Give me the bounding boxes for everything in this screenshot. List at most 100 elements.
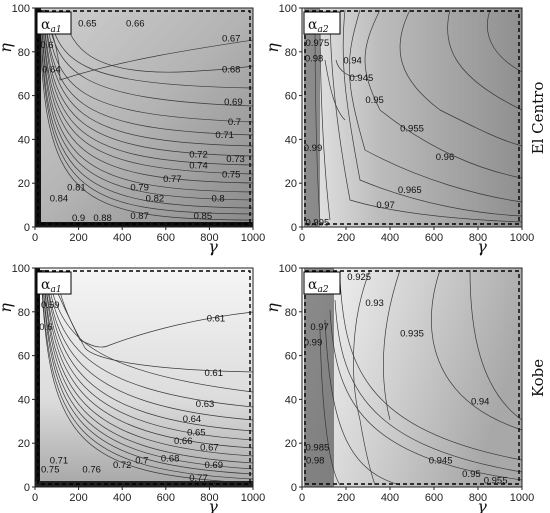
contour-lines [40,269,254,484]
dashed-frame [37,270,251,485]
contour-label: 0.76 [82,464,101,475]
x-tick-label: 0 [299,492,305,504]
dashed-frame [304,270,520,485]
contour-label: 0.67 [222,34,241,45]
alpha-sub: a1 [50,25,61,35]
contour-label: 0.69 [224,97,243,108]
contour-label: 0.88 [93,213,112,224]
x-axis-label: γ [208,237,218,256]
x-tick-label: 200 [69,232,87,244]
contour-label: 0.75 [222,169,241,180]
y-tick-label: 80 [18,307,30,319]
y-tick-label: 80 [285,307,297,319]
contour-label: 0.935 [400,329,424,340]
alpha-label-box: αa2 [303,11,341,35]
contour-label: 0.97 [310,322,329,333]
y-tick-label: 40 [285,394,297,406]
dark-band [304,8,320,227]
panel-frame [301,267,523,488]
svg-text:αa2: αa2 [308,17,329,35]
contour-label: 0.63 [196,399,215,410]
contour-label: 0.72 [189,150,208,161]
contour-label: 0.72 [113,460,132,471]
x-tick-label: 400 [381,232,399,244]
dashed-frame [304,10,520,225]
y-tick-label: 80 [18,47,30,59]
y-tick-label: 0 [291,222,297,234]
contour-label: 0.95 [365,95,384,106]
alpha-label-box: αa1 [36,11,72,35]
y-tick-label: 100 [12,3,30,15]
contour-label: 0.61 [205,368,224,379]
x-tick-label: 1000 [241,232,265,244]
contour-label: 0.945 [429,456,453,467]
x-axis-label: γ [477,497,487,513]
panel-top-right: αa2 0.975 0.98 0.94 0.945 0.95 0.955 0.99 0.96 0… [263,3,534,256]
contour-label: 0.7 [228,117,241,128]
panel-top-left: αa1 0.65 0.66 0.6 0.64 0.67 0.68 0.69 0.7 0.71 0.… [0,3,265,256]
x-tick-label: 0 [299,232,305,244]
y-tick-label: 100 [12,263,30,275]
panel-bottom-left: αa1 0.59 0.6 0.61 0.61 0.63 0.64 0.650.66 0.67 0… [0,263,265,513]
contour-label: 0.59 [41,300,60,311]
x-tick-label: 400 [113,232,131,244]
dark-edge-bottom [35,222,253,227]
contour-label: 0.77 [163,174,182,185]
contour-label: 0.99 [304,337,323,348]
alpha-label-box: αa2 [303,271,341,295]
x-tick-label: 200 [337,492,355,504]
alpha-main: α [308,17,318,33]
x-tick-label: 600 [425,232,443,244]
contour-label: 0.75 [41,464,60,475]
contour-label: 0.68 [161,454,180,465]
contour-label: 0.955 [484,475,508,486]
panel-frame [301,7,523,228]
contour-label: 0.95 [462,469,481,480]
contour-label: 0.97 [376,200,395,211]
y-tick-label: 20 [285,438,297,450]
contour-label: 0.67 [200,443,219,454]
contour-label: 0.6 [40,40,53,51]
contour-label: 0.925 [347,272,371,283]
plot-area [302,268,522,487]
contour-label: 0.99 [304,143,323,154]
contour-label: 0.8 [212,194,225,205]
x-axis-label: γ [477,237,487,256]
dashed-frame [37,10,251,225]
contour-label: 0.85 [194,211,213,222]
y-axis-label: η [263,43,282,53]
contour-label: 0.77 [189,473,208,484]
x-tick-label: 800 [469,492,487,504]
y-tick-label: 0 [24,482,30,494]
contour-label: 0.74 [189,161,208,172]
contour-label: 0.81 [67,183,86,194]
panel-frame [34,7,254,228]
x-tick-label: 600 [425,492,443,504]
panel-bottom-right: αa2 0.925 0.93 0.97 0.99 0.935 0.94 0.985 0.98 0… [263,263,534,513]
y-tick-label: 60 [285,91,297,103]
alpha-main: α [41,17,51,33]
x-tick-label: 1000 [510,492,534,504]
contour-label: 0.975 [306,38,330,49]
contour-label: 0.955 [400,123,424,134]
alpha-sub: a1 [50,285,61,295]
contour-label: 0.98 [306,456,325,467]
alpha-label-box: αa1 [36,271,72,295]
contour-label: 0.9 [72,213,85,224]
x-tick-label: 0 [32,232,38,244]
svg-text:αa1: αa1 [41,277,62,295]
y-tick-label: 60 [18,351,30,363]
contour-label: 0.87 [130,211,149,222]
plot-area [302,8,522,227]
x-tick-label: 1000 [241,492,265,504]
x-tick-label: 800 [200,232,218,244]
contour-label: 0.965 [398,185,422,196]
x-tick-label: 0 [32,492,38,504]
y-tick-label: 60 [18,91,30,103]
contour-label: 0.64 [183,414,202,425]
contour-label: 0.79 [130,183,149,194]
y-tick-label: 20 [18,438,30,450]
alpha-sub: a2 [317,25,328,35]
alpha-sub: a2 [317,285,328,295]
